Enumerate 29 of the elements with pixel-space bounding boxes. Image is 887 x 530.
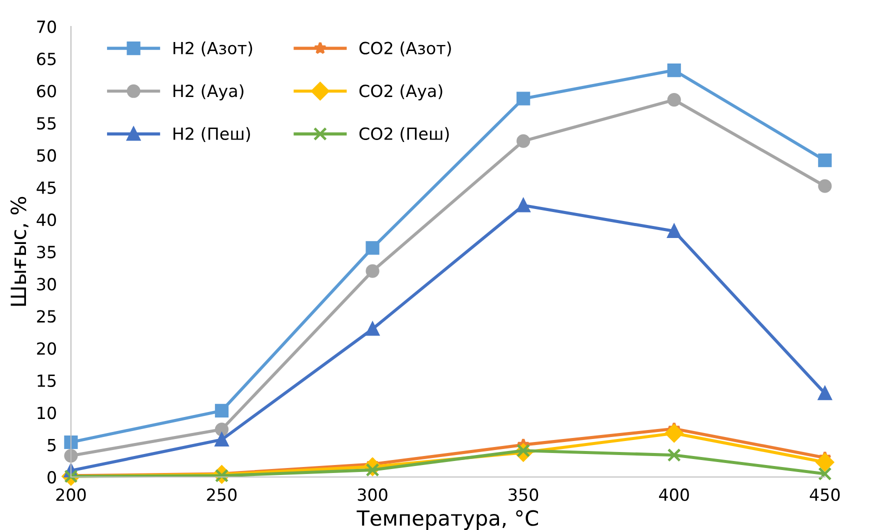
y-tick-label: 60 xyxy=(37,84,56,98)
x-tick-label: 300 xyxy=(358,488,388,502)
y-tick-label: 65 xyxy=(37,52,56,66)
legend-label: H2 (Ауа) xyxy=(174,84,244,100)
y-tick-label: 0 xyxy=(48,470,56,484)
y-tick-label: 35 xyxy=(37,246,56,258)
y-tick-label: 55 xyxy=(37,117,56,130)
y-tick-label: 40 xyxy=(36,214,56,226)
y-tick-label: 25 xyxy=(37,310,56,323)
y-tick-label: 10 xyxy=(38,406,56,420)
y-tick-label: 50 xyxy=(37,149,56,162)
legend-label: CO2 (Ауа) xyxy=(359,84,442,100)
x-tick-label: 250 xyxy=(207,488,237,502)
y-tick-label: 5 xyxy=(48,439,56,452)
legend-label: H2 (Азот) xyxy=(174,42,252,56)
y-tick-label: 30 xyxy=(37,278,56,290)
y-axis-title: Шығыс, % xyxy=(10,196,28,306)
x-tick-label: 400 xyxy=(659,488,689,502)
x-axis-title: Температура, °C xyxy=(356,510,538,530)
legend-label: H2 (Пеш) xyxy=(174,127,250,142)
legend-label: CO2 (Азот) xyxy=(359,42,451,56)
x-tick-label: 450 xyxy=(810,488,840,502)
x-tick-label: 200 xyxy=(56,488,86,502)
y-tick-label: 70 xyxy=(37,20,56,34)
x-tick-label: 350 xyxy=(508,488,538,502)
y-tick-label: 20 xyxy=(37,342,56,355)
y-tick-label: 45 xyxy=(36,182,56,194)
legend-label: CO2 (Пеш) xyxy=(359,127,449,142)
y-tick-label: 15 xyxy=(38,374,56,388)
